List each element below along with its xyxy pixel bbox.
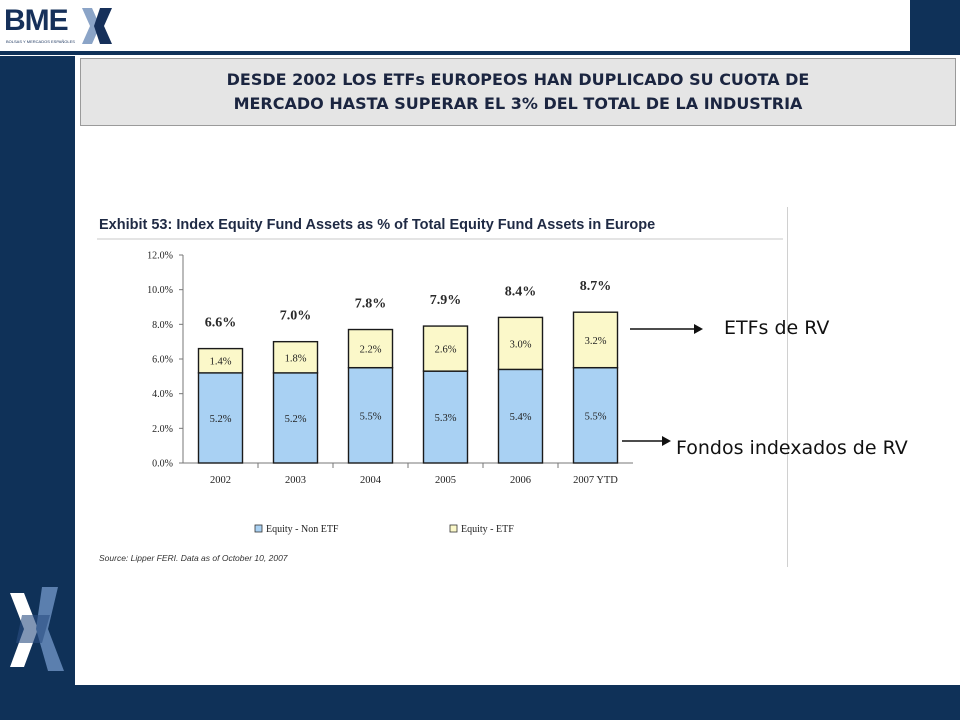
etf-arrow-icon	[630, 324, 703, 334]
legend-swatch-etf	[449, 524, 458, 533]
bar-total-label: 8.4%	[505, 284, 537, 299]
chart-source: Source: Lipper FERI. Data as of October …	[99, 553, 288, 563]
bar-equity-non-etf	[497, 368, 544, 464]
x-tick-label: 2007 YTD	[573, 475, 618, 486]
logo-wordmark: BME	[4, 4, 69, 37]
bar-label-non-etf: 5.3%	[435, 413, 457, 424]
bme-logo: BME BOLSAS Y MERCADOS ESPAÑOLES	[4, 4, 114, 48]
bar-equity-etf	[572, 311, 619, 369]
bar-total-label: 7.8%	[355, 297, 387, 312]
header-rule	[0, 51, 960, 55]
y-tick-label: 4.0%	[152, 389, 173, 400]
bar-equity-non-etf	[272, 372, 319, 464]
y-tick-label: 6.0%	[152, 355, 173, 366]
legend-swatch-non-etf	[254, 524, 263, 533]
bar-label-etf: 1.4%	[210, 357, 232, 368]
bar-equity-non-etf	[347, 366, 394, 464]
bar-equity-non-etf	[197, 372, 244, 464]
slide-title-line-1: DESDE 2002 LOS ETFs EUROPEOS HAN DUPLICA…	[226, 70, 810, 89]
bar-equity-etf	[197, 347, 244, 374]
x-tick-label: 2005	[435, 475, 456, 486]
y-tick-label: 8.0%	[152, 320, 173, 331]
brand-x-icon	[10, 587, 64, 671]
bar-equity-etf	[272, 340, 319, 374]
bar-total-label: 7.9%	[430, 293, 462, 308]
logo-x-icon	[82, 8, 112, 44]
x-tick-label: 2006	[510, 475, 531, 486]
bar-equity-etf	[347, 328, 394, 369]
y-tick-label: 2.0%	[152, 424, 173, 435]
etf-annotation: ETFs de RV	[724, 317, 830, 339]
slide-title-box: DESDE 2002 LOS ETFs EUROPEOS HAN DUPLICA…	[80, 58, 956, 126]
bar-label-non-etf: 5.2%	[285, 414, 307, 425]
y-tick-label: 12.0%	[147, 251, 173, 262]
bar-label-etf: 1.8%	[285, 353, 307, 364]
bar-label-etf: 2.2%	[360, 345, 382, 356]
legend-label-non-etf: Equity - Non ETF	[266, 524, 339, 535]
bar-total-label: 6.6%	[205, 316, 237, 331]
legend-label-etf: Equity - ETF	[461, 524, 514, 535]
bar-equity-etf	[422, 325, 469, 372]
logo-subtitle: BOLSAS Y MERCADOS ESPAÑOLES	[6, 39, 75, 44]
slide-title-line-2: MERCADO HASTA SUPERAR EL 3% DEL TOTAL DE…	[233, 94, 803, 113]
left-brand-band	[0, 56, 75, 720]
bar-label-non-etf: 5.5%	[360, 411, 382, 422]
bar-label-etf: 2.6%	[435, 345, 457, 356]
x-tick-label: 2003	[285, 475, 306, 486]
index-annotation: Fondos indexados de RV	[676, 437, 908, 459]
chart-title: Exhibit 53: Index Equity Fund Assets as …	[99, 217, 655, 233]
x-tick-label: 2002	[210, 475, 231, 486]
stacked-bar-chart: Exhibit 53: Index Equity Fund Assets as …	[97, 217, 783, 563]
bar-label-etf: 3.2%	[585, 336, 607, 347]
header-corner-block	[910, 0, 960, 52]
bar-equity-non-etf	[422, 370, 469, 464]
footer-band	[75, 685, 960, 720]
index-arrow-icon	[622, 436, 671, 446]
bar-label-non-etf: 5.4%	[510, 412, 532, 423]
y-tick-label: 0.0%	[152, 459, 173, 470]
bar-label-non-etf: 5.5%	[585, 411, 607, 422]
x-tick-label: 2004	[360, 475, 382, 486]
y-tick-label: 10.0%	[147, 285, 173, 296]
exhibit-chart: Exhibit 53: Index Equity Fund Assets as …	[93, 207, 788, 567]
bar-label-non-etf: 5.2%	[210, 414, 232, 425]
bar-label-etf: 3.0%	[510, 339, 532, 350]
bar-equity-etf	[497, 316, 544, 371]
bar-total-label: 8.7%	[580, 279, 612, 294]
bar-total-label: 7.0%	[280, 309, 312, 324]
